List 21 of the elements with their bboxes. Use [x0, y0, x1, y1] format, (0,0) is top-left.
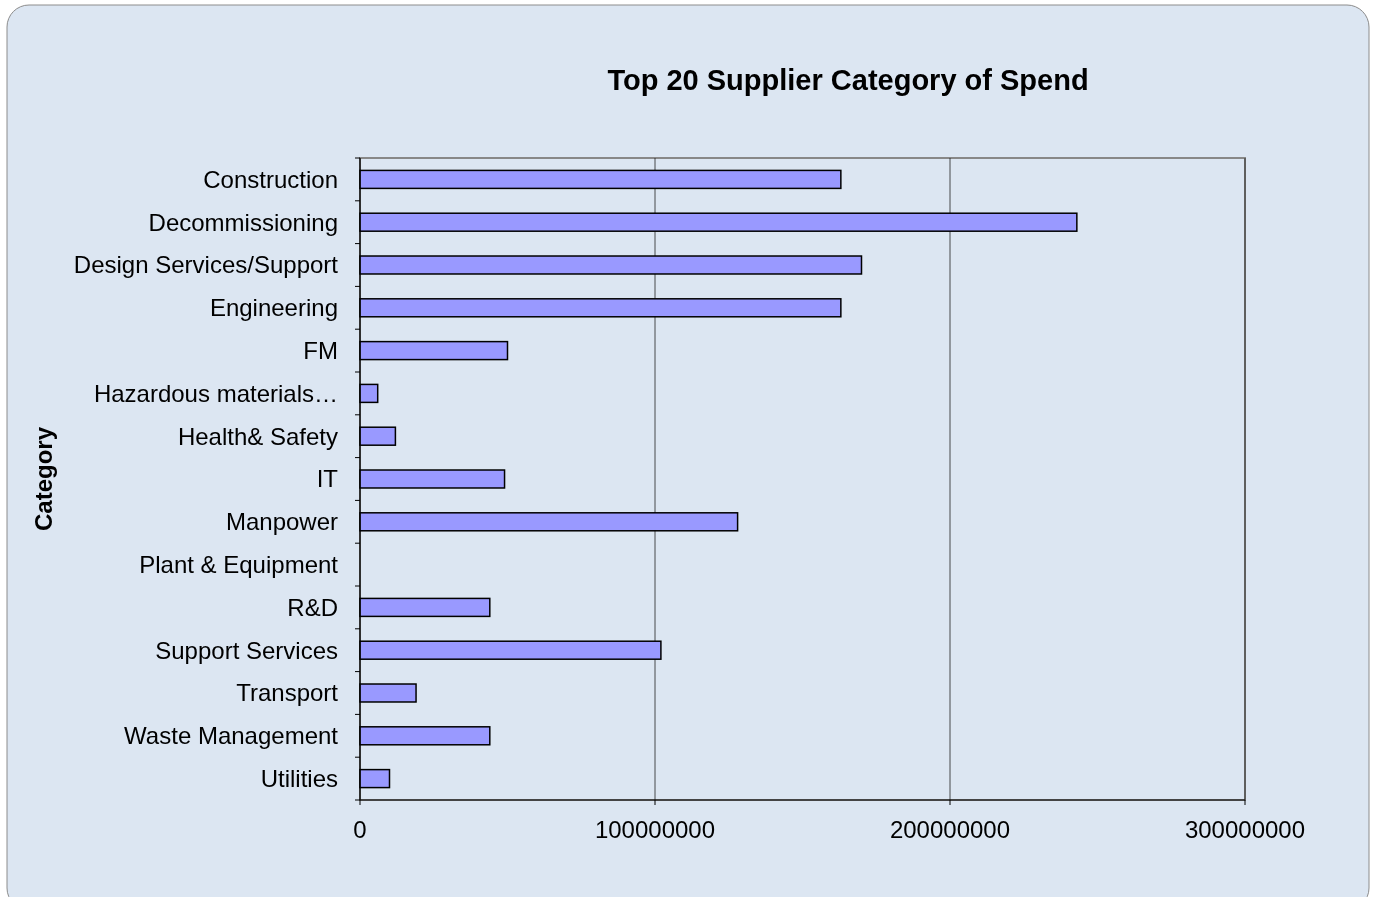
y-tick-label: R&D: [287, 593, 338, 621]
chart-title: Top 20 Supplier Category of Spend: [607, 64, 1089, 96]
y-tick-label: Design Services/Support: [73, 251, 339, 279]
y-tick-label: Support Services: [155, 636, 338, 664]
y-tick-label: Decommissioning: [148, 208, 338, 236]
y-tick-label: Plant & Equipment: [139, 551, 339, 578]
y-tick-label: Waste Management: [124, 722, 339, 750]
y-tick-label: Hazardous materials…: [93, 379, 338, 407]
x-tick-label: 0: [353, 816, 367, 843]
y-axis-title: Category: [30, 426, 57, 532]
y-tick-label: Health& Safety: [177, 422, 338, 450]
y-tick-label: Engineering: [209, 294, 338, 322]
y-tick-label: Construction: [203, 165, 338, 193]
y-tick-label: Transport: [236, 679, 339, 707]
x-tick-label: 100000000: [594, 816, 716, 843]
y-tick-label: Utilities: [260, 765, 338, 792]
y-tick-label: FM: [303, 337, 338, 364]
y-tick-label: Manpower: [225, 508, 338, 536]
x-tick-label: 300000000: [1184, 816, 1306, 843]
x-tick-label: 200000000: [889, 816, 1011, 843]
y-tick-label: IT: [316, 465, 339, 493]
